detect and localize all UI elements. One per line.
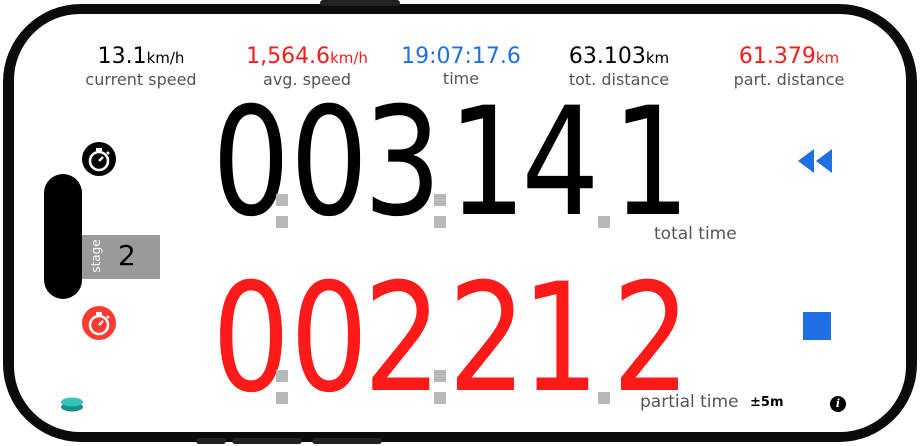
avg-speed-unit: km/h bbox=[330, 49, 368, 67]
partial-time-caption: partial time bbox=[640, 392, 739, 412]
dynamic-island bbox=[44, 174, 82, 299]
partial-distance-label: part. distance bbox=[733, 70, 845, 89]
rewind-button[interactable] bbox=[796, 147, 836, 175]
separator bbox=[432, 110, 448, 238]
partial-time-display: 0 02 21 2 bbox=[212, 252, 690, 426]
total-minutes: 03 bbox=[290, 76, 442, 250]
layers-icon[interactable] bbox=[60, 396, 84, 412]
stat-partial-distance: 61.379km part. distance bbox=[714, 44, 864, 89]
rewind-icon bbox=[798, 149, 832, 173]
volume-button bbox=[320, 0, 400, 6]
side-button bbox=[196, 438, 226, 444]
gps-accuracy: ±5m bbox=[750, 395, 784, 410]
partial-hours: 0 bbox=[212, 252, 290, 426]
separator bbox=[596, 286, 612, 414]
total-time-display: 0 03 14 1 bbox=[212, 76, 690, 250]
info-icon[interactable]: i bbox=[830, 396, 846, 412]
total-hours: 0 bbox=[212, 76, 290, 250]
clock-label: time bbox=[442, 69, 480, 88]
total-time-caption: total time bbox=[654, 224, 737, 244]
partial-seconds: 21 bbox=[448, 252, 600, 426]
clock-value: 19:07:17.6 bbox=[401, 44, 521, 69]
partial-minutes: 02 bbox=[290, 252, 442, 426]
stop-button[interactable] bbox=[803, 312, 831, 340]
stage-selector[interactable]: stage 2 bbox=[82, 235, 160, 279]
partial-tenths: 2 bbox=[612, 252, 690, 426]
separator bbox=[274, 286, 290, 414]
current-speed-unit: km/h bbox=[146, 49, 185, 67]
stat-total-distance: 63.103km tot. distance bbox=[554, 44, 684, 89]
side-button bbox=[312, 438, 382, 444]
total-distance-label: tot. distance bbox=[568, 70, 670, 89]
app-screen: 13.1km/h current speed 1,564.6km/h avg. … bbox=[14, 14, 906, 432]
separator bbox=[274, 110, 290, 238]
stat-current-speed: 13.1km/h current speed bbox=[76, 44, 206, 89]
stage-label: stage bbox=[89, 239, 103, 273]
total-distance-unit: km bbox=[645, 49, 670, 67]
total-seconds: 14 bbox=[448, 76, 600, 250]
separator bbox=[596, 110, 612, 238]
stat-time: 19:07:17.6 time bbox=[396, 44, 526, 88]
side-button bbox=[232, 438, 302, 444]
partial-distance-value: 61.379 bbox=[738, 44, 816, 69]
avg-speed-value: 1,564.6 bbox=[246, 44, 331, 69]
stopwatch-icon[interactable] bbox=[82, 142, 116, 176]
avg-speed-label: avg. speed bbox=[263, 70, 351, 89]
total-distance-value: 63.103 bbox=[568, 44, 646, 69]
current-speed-value: 13.1 bbox=[97, 44, 147, 69]
current-speed-label: current speed bbox=[85, 70, 197, 89]
partial-distance-unit: km bbox=[815, 49, 840, 67]
separator bbox=[432, 286, 448, 414]
stage-number: 2 bbox=[118, 239, 136, 272]
partial-stopwatch-icon[interactable] bbox=[82, 306, 116, 340]
total-tenths: 1 bbox=[612, 76, 690, 250]
stat-avg-speed: 1,564.6km/h avg. speed bbox=[242, 44, 372, 89]
